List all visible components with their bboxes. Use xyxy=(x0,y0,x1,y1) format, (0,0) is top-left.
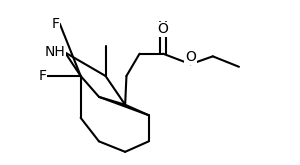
Text: NH: NH xyxy=(44,45,65,59)
Text: F: F xyxy=(39,69,46,83)
Text: F: F xyxy=(52,17,60,31)
Text: O: O xyxy=(158,22,169,36)
Text: O: O xyxy=(185,50,196,64)
